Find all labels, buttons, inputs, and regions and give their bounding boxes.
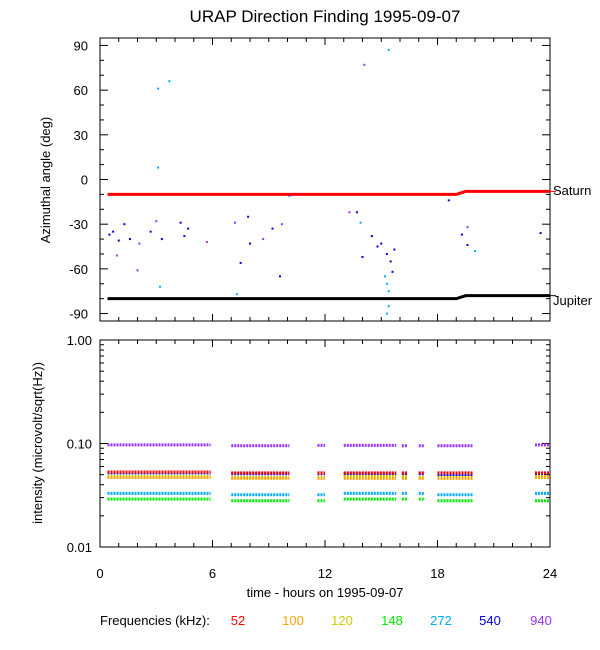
- x-axis-label: time - hours on 1995-09-07: [247, 585, 404, 600]
- jupiter-line: [107, 294, 550, 301]
- direction-point: [168, 80, 171, 83]
- intensity-plot-area: 1.00 0.10 0.01: [67, 333, 551, 555]
- x-tick-labels: 0 6 12 18 24: [96, 566, 557, 581]
- direction-point: [385, 312, 388, 315]
- direction-point: [389, 260, 392, 263]
- y-tick-label: 90: [74, 38, 88, 53]
- frequency-272-label: 272: [430, 613, 452, 628]
- y-tick-label: 0.01: [67, 540, 92, 555]
- direction-point: [387, 305, 390, 308]
- azimuth-panel-frame: [99, 37, 551, 322]
- chart-title: URAP Direction Finding 1995-09-07: [190, 7, 461, 26]
- direction-point: [460, 233, 463, 236]
- frequency-100-label: 100: [282, 613, 304, 628]
- direction-point: [385, 252, 388, 255]
- frequency-legend: 52 100 120 148 272 540 940: [231, 613, 552, 628]
- y-tick-label: 1.00: [67, 333, 92, 348]
- y-tick-label: -60: [69, 262, 88, 277]
- azimuth-y-label: Azimuthal angle (deg): [38, 117, 53, 243]
- direction-point: [385, 282, 388, 285]
- direction-point: [391, 270, 394, 273]
- y-tick-label: 0.10: [67, 437, 92, 452]
- direction-point: [187, 227, 190, 230]
- direction-point: [129, 238, 131, 241]
- frequency-540-label: 540: [479, 613, 501, 628]
- direction-point: [149, 230, 152, 233]
- direction-point: [387, 290, 390, 293]
- direction-point: [387, 48, 390, 51]
- y-tick-label: 60: [74, 83, 88, 98]
- x-tick-label: 6: [209, 566, 216, 581]
- direction-point: [183, 235, 186, 238]
- direction-point: [447, 199, 450, 202]
- direction-point: [160, 238, 163, 241]
- direction-point: [136, 269, 139, 272]
- y-tick-label: -30: [69, 217, 88, 232]
- azimuth-plot-area: 90 60 30 0 -30 -60 -90: [69, 38, 556, 322]
- direction-point: [157, 87, 160, 90]
- direction-point: [247, 215, 250, 218]
- direction-point: [235, 293, 238, 296]
- direction-point: [361, 255, 364, 258]
- saturn-label: Saturn: [553, 183, 591, 198]
- x-tick-label: 24: [543, 566, 557, 581]
- direction-point: [234, 221, 236, 224]
- direction-point: [117, 239, 120, 242]
- direction-point: [380, 242, 383, 245]
- x-tick-label: 18: [430, 566, 444, 581]
- intensity-y-label: intensity (microvolt/sqrt(Hz)): [30, 362, 45, 524]
- direction-point: [466, 244, 469, 247]
- direction-point: [123, 223, 126, 226]
- x-tick-label: 12: [318, 566, 332, 581]
- direction-point: [271, 227, 274, 230]
- direction-point: [179, 221, 182, 224]
- frequency-52-label: 52: [231, 613, 245, 628]
- direction-point: [157, 166, 160, 169]
- jupiter-label: Jupiter: [553, 293, 593, 308]
- frequency-148-label: 148: [381, 613, 403, 628]
- direction-point: [108, 233, 111, 236]
- direction-point: [262, 238, 265, 241]
- frequency-120-label: 120: [331, 613, 353, 628]
- direction-point: [138, 242, 141, 245]
- direction-point: [348, 211, 351, 214]
- direction-point: [279, 275, 281, 278]
- direction-point: [280, 223, 283, 226]
- y-tick-label: -90: [69, 307, 88, 322]
- direction-point: [115, 254, 118, 257]
- direction-point: [474, 249, 476, 252]
- direction-point: [205, 241, 208, 244]
- direction-point: [466, 226, 469, 229]
- direction-point: [359, 221, 362, 224]
- direction-point: [159, 285, 161, 288]
- direction-point: [363, 63, 366, 66]
- direction-point: [376, 245, 379, 248]
- direction-point: [393, 248, 396, 251]
- y-tick-label: 0: [81, 173, 88, 188]
- direction-point: [249, 242, 251, 245]
- direction-point: [539, 232, 542, 235]
- direction-point: [370, 235, 373, 238]
- direction-point: [155, 220, 158, 223]
- x-tick-label: 0: [96, 566, 103, 581]
- y-tick-label: 30: [74, 128, 88, 143]
- saturn-line: [107, 189, 550, 196]
- direction-point: [384, 275, 386, 278]
- direction-point: [112, 230, 115, 233]
- direction-point: [239, 261, 242, 264]
- direction-point: [355, 211, 358, 214]
- frequency-940-label: 940: [530, 613, 552, 628]
- frequencies-label: Frequencies (kHz):: [100, 613, 210, 628]
